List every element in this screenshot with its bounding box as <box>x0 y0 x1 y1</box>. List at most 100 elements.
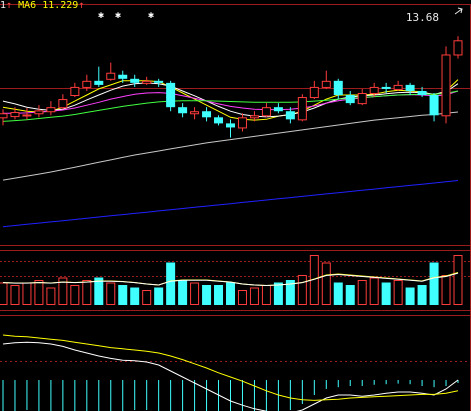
macd-dif-line <box>2 341 459 411</box>
ma-line <box>2 90 459 122</box>
candle-body <box>417 90 427 96</box>
ma-legend: 1↑ MA6 11.229↑ <box>0 0 84 11</box>
volume-bar <box>249 287 259 305</box>
macd-indicator <box>2 334 459 411</box>
volume-bar <box>190 282 200 305</box>
volume-bar <box>142 290 152 305</box>
candle-body <box>190 111 200 115</box>
candle-body <box>130 78 140 83</box>
star-marker-icon: ✱ <box>115 10 122 21</box>
candle-body <box>453 40 463 56</box>
volume-bar <box>321 262 331 305</box>
candle-body <box>249 115 259 119</box>
volume-bar <box>214 285 224 305</box>
candle-body <box>178 107 188 114</box>
volume-bar <box>10 285 20 305</box>
candle-body <box>70 86 80 97</box>
candle-body <box>142 80 152 84</box>
volume-ma-line <box>2 272 459 286</box>
indicator-prefix: 1 <box>0 0 7 11</box>
ma-line <box>2 82 459 118</box>
volume-bar <box>345 285 355 305</box>
ma6-value: 11.229 <box>42 0 79 11</box>
candle-body <box>345 95 355 104</box>
volume-bar <box>273 282 283 305</box>
volume-bar <box>357 280 367 305</box>
volume-bar <box>178 280 188 305</box>
volume-bar <box>82 280 92 305</box>
volume-bar <box>0 282 8 305</box>
candle-body <box>0 113 8 119</box>
candle-body <box>202 111 212 118</box>
volume-bar <box>130 287 140 305</box>
candle-body <box>357 92 367 105</box>
volume-bar <box>34 280 44 305</box>
candle-body <box>261 107 271 117</box>
volume-bar <box>46 287 56 305</box>
volume-bars[interactable] <box>0 255 463 306</box>
candle-body <box>285 111 295 120</box>
ma6-name: MA6 <box>18 0 37 11</box>
candle-body <box>297 97 307 121</box>
candle-body <box>321 80 331 88</box>
macd-dea-line <box>2 334 459 401</box>
volume-bar <box>333 282 343 305</box>
candle-body <box>106 72 116 80</box>
arrow-up-icon: ↑ <box>6 0 13 11</box>
candle-body <box>273 107 283 112</box>
candle-body <box>237 117 247 129</box>
candle-body <box>333 80 343 96</box>
volume-bar <box>261 285 271 305</box>
candle-body <box>309 86 319 99</box>
candle-body <box>226 123 235 128</box>
candle-body <box>22 114 32 117</box>
candle-body <box>166 82 176 108</box>
candle-body <box>46 107 56 113</box>
candle-body <box>154 80 164 83</box>
price-marker-label: 13.68 <box>405 11 439 24</box>
volume-bar <box>106 282 116 305</box>
candle-body <box>429 95 439 116</box>
candle-body <box>34 110 44 115</box>
star-marker-icon: ✱ <box>98 10 105 21</box>
volume-bar <box>166 262 176 305</box>
moving-average-lines <box>2 79 459 228</box>
ma-line <box>2 111 459 181</box>
volume-bar <box>381 282 391 305</box>
candle-body <box>82 80 92 88</box>
candle-body <box>214 117 224 124</box>
candle-body <box>94 80 104 85</box>
volume-bar <box>453 255 463 305</box>
volume-bar <box>297 275 307 305</box>
volume-bar <box>22 282 32 305</box>
candle-body <box>405 84 415 91</box>
volume-bar <box>441 275 451 305</box>
volume-bar <box>154 287 164 305</box>
volume-bar <box>94 277 104 305</box>
candle-body <box>58 99 68 109</box>
candle-body <box>10 112 20 118</box>
ma-line <box>2 180 459 228</box>
volume-bar <box>237 290 247 305</box>
candle-body <box>381 86 391 89</box>
volume-bar <box>369 277 379 305</box>
star-marker-icon: ✱ <box>148 10 155 21</box>
volume-bar <box>393 280 403 305</box>
volume-bar <box>118 285 128 305</box>
volume-bar <box>226 282 235 305</box>
candle-body <box>441 54 451 117</box>
volume-bar <box>285 280 295 305</box>
volume-bar <box>58 277 68 305</box>
arrow-up-icon: ↑ <box>78 0 85 11</box>
candle-body <box>393 84 403 90</box>
volume-bar <box>70 285 80 305</box>
candlesticks[interactable] <box>0 36 463 138</box>
price-arrow-icon <box>454 7 463 15</box>
ma-line <box>2 79 459 121</box>
volume-bar <box>417 285 427 305</box>
volume-bar <box>429 262 439 305</box>
candle-body <box>118 74 128 79</box>
volume-bar <box>405 287 415 305</box>
